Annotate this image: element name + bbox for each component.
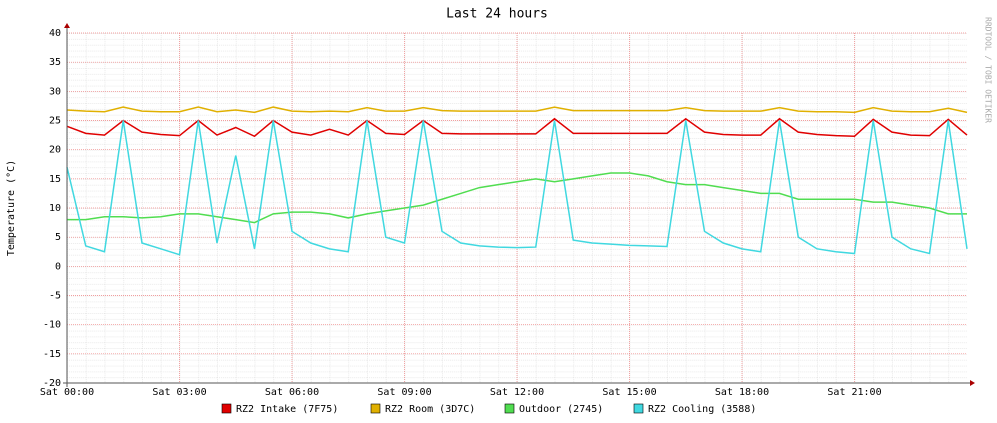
- y-tick-label: -20: [43, 378, 61, 389]
- series-line: [66, 120, 968, 256]
- legend-swatch: [221, 403, 232, 414]
- y-tick-label: 35: [49, 57, 61, 68]
- legend-swatch: [633, 403, 644, 414]
- series-line: [67, 172, 967, 224]
- y-tick-label: 20: [49, 145, 61, 156]
- x-tick-label: Sat 15:00: [602, 387, 656, 398]
- y-tick-label: 10: [49, 203, 61, 214]
- x-tick-label: Sat 18:00: [715, 387, 769, 398]
- x-tick-label: Sat 06:00: [265, 387, 319, 398]
- legend-swatch: [504, 403, 515, 414]
- legend-label: RZ2 Cooling (3588): [648, 404, 756, 415]
- y-tick-label: 15: [49, 174, 61, 185]
- y-axis-label: Temperature (°C): [6, 160, 17, 256]
- axis-arrow: [64, 23, 70, 28]
- y-tick-label: 40: [49, 28, 61, 39]
- x-tick-label: Sat 09:00: [377, 387, 431, 398]
- y-tick-label: -5: [49, 291, 61, 302]
- y-tick-label: 25: [49, 116, 61, 127]
- x-tick-label: Sat 21:00: [827, 387, 881, 398]
- legend-label: RZ2 Room (3D7C): [385, 404, 475, 415]
- y-tick-label: -15: [43, 349, 61, 360]
- legend-swatch: [370, 403, 381, 414]
- y-tick-label: 30: [49, 86, 61, 97]
- y-tick-label: 5: [55, 232, 61, 243]
- legend-label: RZ2 Intake (7F75): [236, 404, 338, 415]
- y-tick-label: 0: [55, 261, 61, 272]
- series-line: [66, 106, 968, 114]
- series-line: [66, 117, 968, 138]
- legend-label: Outdoor (2745): [519, 404, 603, 415]
- x-tick-label: Sat 12:00: [490, 387, 544, 398]
- y-tick-label: -10: [43, 320, 61, 331]
- x-tick-label: Sat 03:00: [152, 387, 206, 398]
- axis-arrow: [970, 380, 975, 386]
- watermark: RRDTOOL / TOBI OETIKER: [984, 17, 993, 123]
- chart-title: Last 24 hours: [446, 7, 548, 22]
- x-tick-label: Sat 00:00: [40, 387, 94, 398]
